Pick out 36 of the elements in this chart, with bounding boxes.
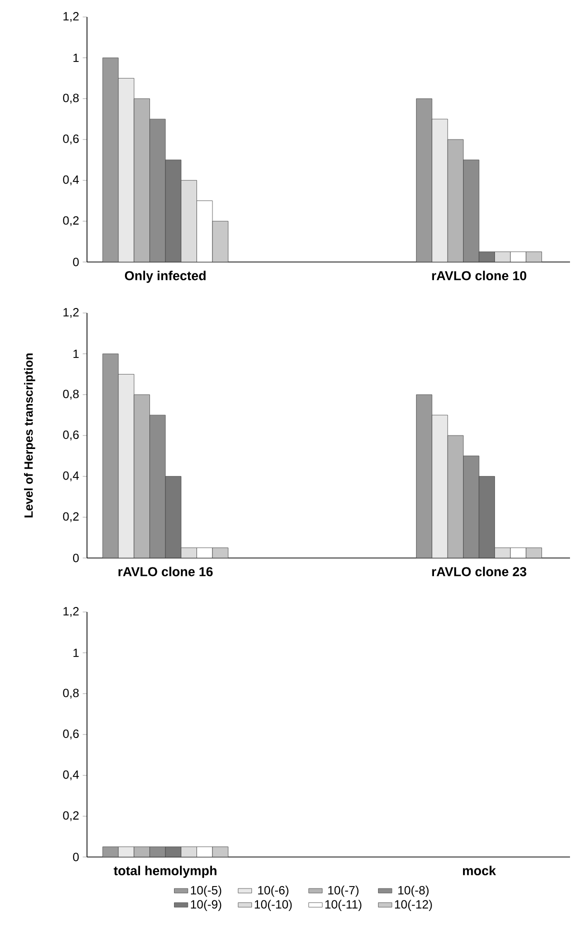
legend-label: 10(-10) xyxy=(254,900,292,911)
y-tick-label: 0 xyxy=(73,852,79,862)
x-tick-label: mock xyxy=(462,866,496,876)
y-tick-label: 1 xyxy=(73,648,79,657)
y-tick-label: 0,4 xyxy=(63,770,79,780)
y-tick-label: 0,8 xyxy=(63,94,79,104)
y-tick-label: 0,2 xyxy=(63,512,79,522)
y-tick-label: 0,6 xyxy=(63,730,79,740)
y-axis-title: Level of Herpes transcription xyxy=(24,354,36,518)
y-tick-label: 0,8 xyxy=(63,390,79,400)
y-tick-label: 0,8 xyxy=(63,688,79,699)
y-tick-label: 0 xyxy=(73,554,79,562)
legend-label: 10(-12) xyxy=(395,900,432,911)
y-tick-label: 0,6 xyxy=(63,430,79,440)
y-tick-label: 0 xyxy=(73,258,79,266)
y-tick-label: 1,2 xyxy=(64,607,79,617)
y-tick-label: 0,2 xyxy=(63,216,79,226)
x-tick-label: rAVLO clone 10 xyxy=(432,270,526,280)
x-tick-label: rAVLO clone 23 xyxy=(432,566,526,576)
y-tick-label: 0,4 xyxy=(63,471,79,482)
legend-label: 10(-7) xyxy=(328,886,358,897)
x-tick-label: rAVLO clone 16 xyxy=(118,566,213,576)
y-tick-label: 1 xyxy=(73,54,79,62)
y-tick-label: 1,2 xyxy=(64,12,79,22)
legend-label: 10(-8) xyxy=(398,886,429,897)
legend-label: 10(-5) xyxy=(190,886,222,897)
x-tick-label: total hemolymph xyxy=(114,866,216,878)
legend-label: 10(-11) xyxy=(325,900,362,911)
x-tick-label: Only infected xyxy=(124,270,206,283)
y-tick-label: 1,2 xyxy=(64,308,79,318)
y-tick-label: 1 xyxy=(73,350,79,358)
legend-label: 10(-9) xyxy=(190,900,222,911)
legend-label: 10(-6) xyxy=(258,886,288,897)
y-tick-label: 0,2 xyxy=(63,811,79,822)
y-tick-label: 0,6 xyxy=(63,134,79,144)
y-tick-label: 0,4 xyxy=(63,175,79,186)
